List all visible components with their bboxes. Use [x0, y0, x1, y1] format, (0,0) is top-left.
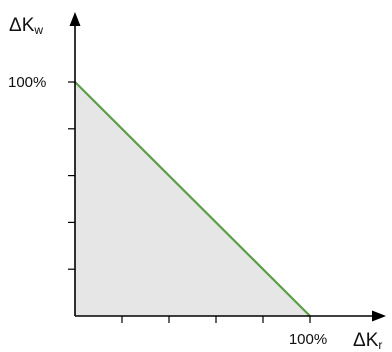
y-axis-arrow — [69, 12, 81, 26]
axes — [69, 12, 386, 322]
x-tick-label: 100% — [289, 331, 327, 348]
x-ticks — [121, 316, 311, 323]
y-axis-title-symbol: ΔK — [9, 15, 35, 36]
x-axis-arrow — [372, 310, 386, 322]
x-axis-title: ΔKr — [353, 330, 382, 352]
data-line — [74, 81, 311, 317]
x-axis-title-symbol: ΔK — [353, 330, 379, 351]
y-ticks — [68, 81, 75, 270]
x-axis-title-subscript: r — [378, 338, 382, 352]
plot-area — [74, 81, 311, 317]
y-axis-title: ΔKw — [9, 15, 43, 37]
y-tick-label: 100% — [8, 74, 46, 91]
y-axis-title-subscript: w — [33, 23, 43, 37]
